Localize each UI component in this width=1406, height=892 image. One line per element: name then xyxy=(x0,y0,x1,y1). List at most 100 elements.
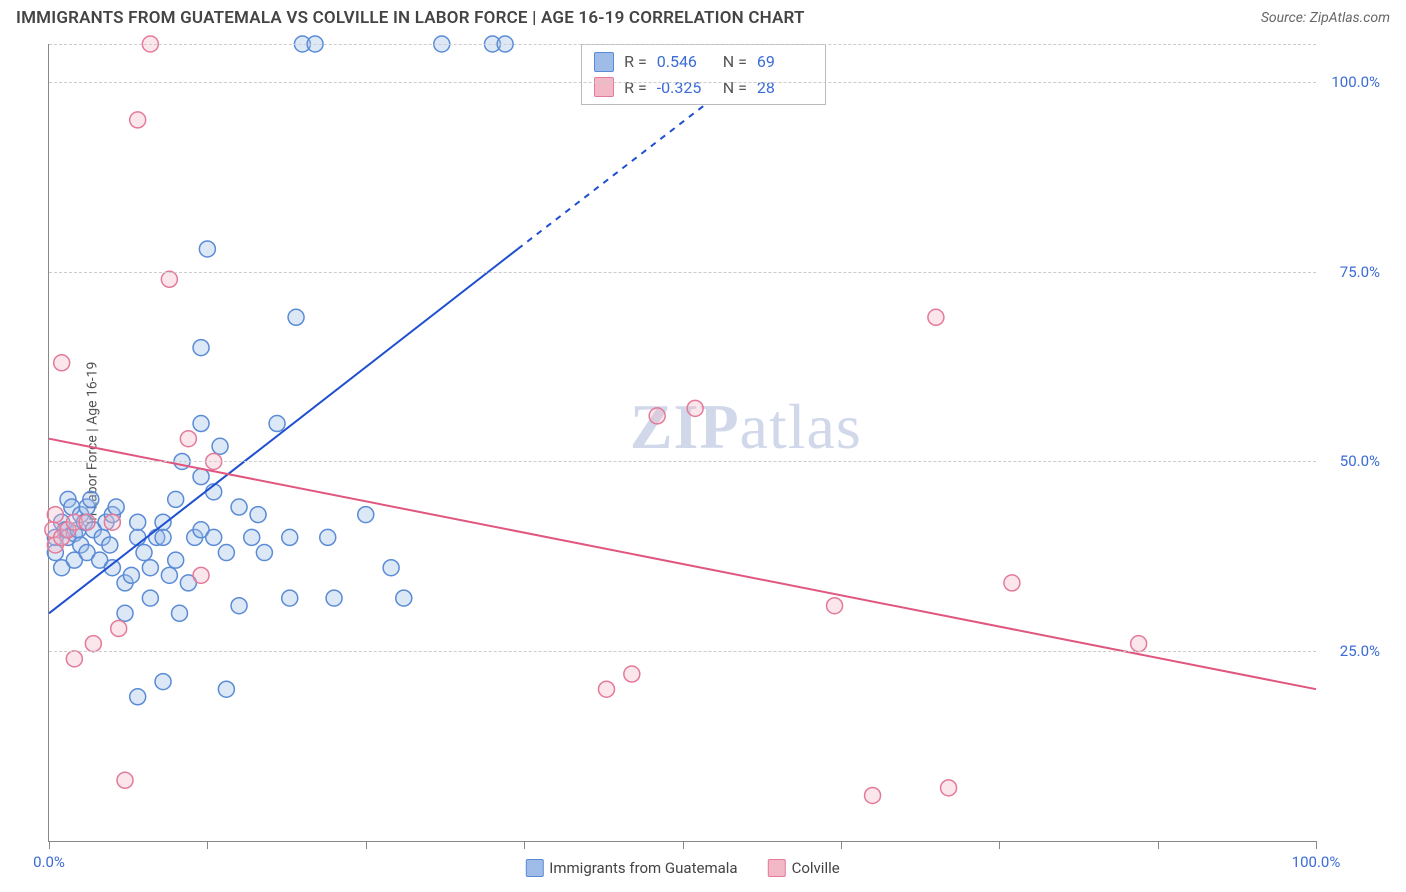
y-tick-label: 25.0% xyxy=(1340,642,1380,660)
scatter-svg xyxy=(49,44,1316,841)
data-point xyxy=(47,507,63,523)
x-tick xyxy=(1158,841,1159,849)
y-tick-label: 100.0% xyxy=(1331,73,1380,91)
chart-title: IMMIGRANTS FROM GUATEMALA VS COLVILLE IN… xyxy=(16,8,805,28)
x-tick xyxy=(49,841,50,849)
data-point xyxy=(142,560,158,576)
legend: Immigrants from Guatemala Colville xyxy=(525,859,839,877)
source-label: Source: ZipAtlas.com xyxy=(1261,10,1390,26)
data-point xyxy=(104,514,120,530)
data-point xyxy=(282,590,298,606)
data-point xyxy=(108,499,124,515)
legend-swatch xyxy=(525,859,543,877)
data-point xyxy=(256,545,272,561)
x-tick xyxy=(683,841,684,849)
data-point xyxy=(142,590,158,606)
data-point xyxy=(244,529,260,545)
data-point xyxy=(155,529,171,545)
legend-label: Immigrants from Guatemala xyxy=(549,859,737,877)
data-point xyxy=(326,590,342,606)
stats-swatch xyxy=(594,77,614,97)
data-point xyxy=(172,605,188,621)
x-tick-label: 100.0% xyxy=(1292,853,1341,871)
y-tick-label: 50.0% xyxy=(1340,452,1380,470)
data-point xyxy=(206,529,222,545)
data-point xyxy=(102,537,118,553)
plot: ZIPatlas In Labor Force | Age 16-19 R = … xyxy=(48,44,1316,842)
data-point xyxy=(117,605,133,621)
data-point xyxy=(85,636,101,652)
data-point xyxy=(111,620,127,636)
data-point xyxy=(130,514,146,530)
data-point xyxy=(218,545,234,561)
data-point xyxy=(598,681,614,697)
data-point xyxy=(1004,575,1020,591)
data-point xyxy=(383,560,399,576)
data-point xyxy=(193,340,209,356)
data-point xyxy=(649,408,665,424)
x-tick xyxy=(366,841,367,849)
data-point xyxy=(288,309,304,325)
data-point xyxy=(123,567,139,583)
data-point xyxy=(358,507,374,523)
y-tick-label: 75.0% xyxy=(1340,263,1380,281)
stats-row: R = 0.546 N = 69 xyxy=(594,49,813,75)
data-point xyxy=(624,666,640,682)
x-tick xyxy=(999,841,1000,849)
header: IMMIGRANTS FROM GUATEMALA VS COLVILLE IN… xyxy=(0,0,1406,32)
data-point xyxy=(865,787,881,803)
data-point xyxy=(269,416,285,432)
legend-label: Colville xyxy=(792,859,840,877)
data-point xyxy=(155,674,171,690)
x-tick xyxy=(207,841,208,849)
gridline xyxy=(49,82,1316,83)
x-tick-label: 0.0% xyxy=(33,853,65,871)
data-point xyxy=(1131,636,1147,652)
data-point xyxy=(250,507,266,523)
data-point xyxy=(130,112,146,128)
gridline xyxy=(49,461,1316,462)
data-point xyxy=(130,689,146,705)
legend-swatch xyxy=(768,859,786,877)
data-point xyxy=(928,309,944,325)
gridline xyxy=(49,44,1316,45)
data-point xyxy=(79,514,95,530)
data-point xyxy=(282,529,298,545)
x-tick xyxy=(1316,841,1317,849)
gridline xyxy=(49,651,1316,652)
data-point xyxy=(136,545,152,561)
data-point xyxy=(231,598,247,614)
data-point xyxy=(193,469,209,485)
trend-line xyxy=(49,249,518,613)
data-point xyxy=(66,651,82,667)
stats-box: R = 0.546 N = 69 R = -0.325 N = 28 xyxy=(581,44,826,105)
gridline xyxy=(49,272,1316,273)
data-point xyxy=(54,355,70,371)
x-tick xyxy=(524,841,525,849)
data-point xyxy=(941,780,957,796)
data-point xyxy=(161,567,177,583)
data-point xyxy=(130,529,146,545)
data-point xyxy=(199,241,215,257)
data-point xyxy=(212,438,228,454)
data-point xyxy=(396,590,412,606)
stats-row: R = -0.325 N = 28 xyxy=(594,75,813,101)
data-point xyxy=(117,772,133,788)
source-name: ZipAtlas.com xyxy=(1310,10,1390,26)
data-point xyxy=(83,491,99,507)
data-point xyxy=(193,567,209,583)
data-point xyxy=(687,400,703,416)
x-tick xyxy=(841,841,842,849)
data-point xyxy=(168,491,184,507)
data-point xyxy=(168,552,184,568)
data-point xyxy=(218,681,234,697)
data-point xyxy=(180,431,196,447)
data-point xyxy=(827,598,843,614)
legend-item: Colville xyxy=(768,859,840,877)
data-point xyxy=(320,529,336,545)
stats-swatch xyxy=(594,52,614,72)
data-point xyxy=(231,499,247,515)
data-point xyxy=(161,271,177,287)
legend-item: Immigrants from Guatemala xyxy=(525,859,737,877)
chart-area: ZIPatlas In Labor Force | Age 16-19 R = … xyxy=(48,44,1316,842)
